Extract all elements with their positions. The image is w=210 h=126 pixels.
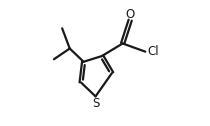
Text: O: O (126, 8, 135, 21)
Text: Cl: Cl (148, 45, 159, 58)
Text: S: S (92, 97, 100, 110)
